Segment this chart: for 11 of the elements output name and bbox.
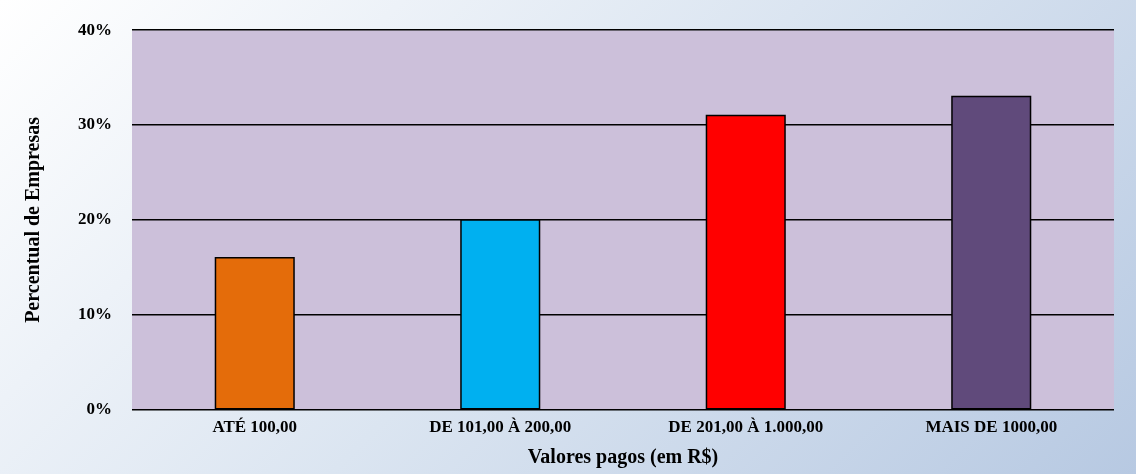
y-tick-label: 20%	[78, 209, 112, 229]
x-tick-label: DE 201,00 À 1.000,00	[668, 417, 824, 437]
y-tick-label: 30%	[78, 114, 112, 134]
x-tick-label: DE 101,00 À 200,00	[429, 417, 572, 437]
y-tick-label: 0%	[86, 398, 112, 418]
x-axis-title: Valores pagos (em R$)	[527, 445, 719, 469]
y-axis-title: Percentual de Empresas	[21, 116, 45, 323]
y-tick-label: 10%	[78, 304, 112, 324]
x-tick-label: ATÉ 100,00	[212, 417, 298, 437]
y-tick-label: 40%	[78, 19, 112, 39]
x-tick-label: MAIS DE 1000,00	[925, 417, 1058, 437]
